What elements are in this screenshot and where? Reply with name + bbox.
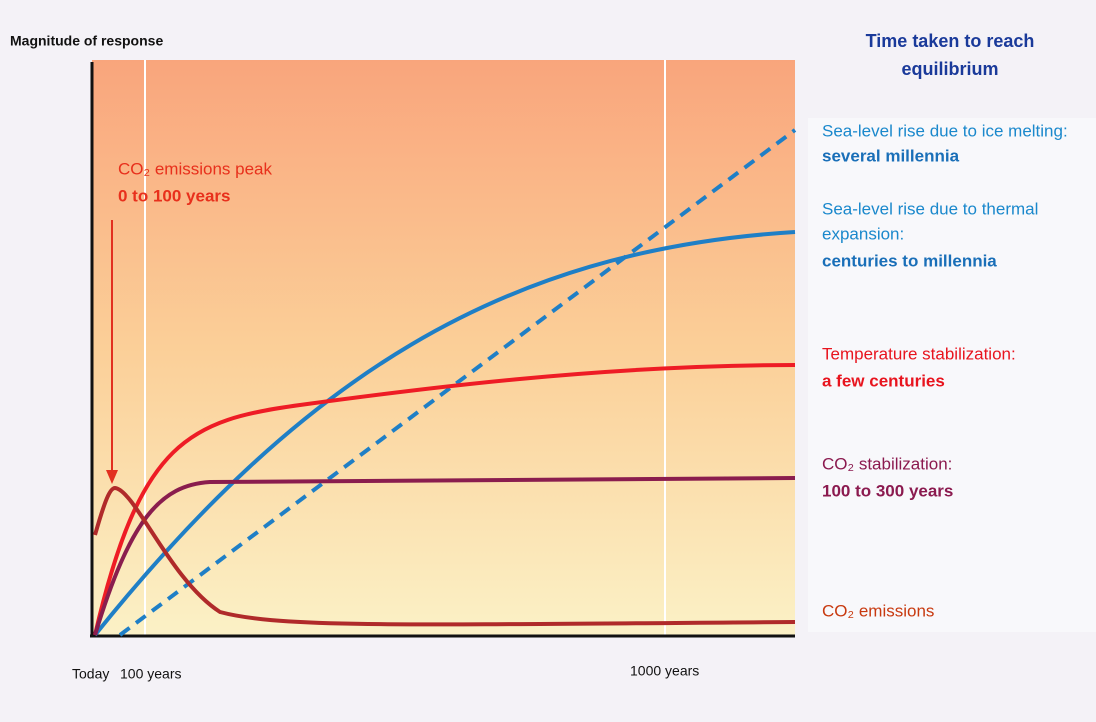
plot-area xyxy=(92,60,795,635)
panel-title: equilibrium xyxy=(901,59,998,79)
ice-melting-curve xyxy=(118,128,797,637)
legend-detail: several millennia xyxy=(822,146,960,165)
legend-detail: a few centuries xyxy=(822,371,945,390)
legend-label: expansion: xyxy=(822,224,904,243)
temperature-curve xyxy=(93,363,796,636)
x-label: 100 years xyxy=(120,666,181,682)
annotation-label: CO₂ emissions peak xyxy=(118,159,272,178)
x-label: Today xyxy=(72,666,109,682)
y-axis-label: Magnitude of response xyxy=(10,33,163,49)
legend-detail: centuries to millennia xyxy=(822,251,997,270)
co2-stabilization-curve xyxy=(93,476,796,636)
thermal-expansion-curve xyxy=(93,230,796,637)
peak-arrowhead xyxy=(106,470,118,484)
annotation-detail: 0 to 100 years xyxy=(118,186,230,205)
legend-label: Temperature stabilization: xyxy=(822,344,1016,363)
legend-detail: 100 to 300 years xyxy=(822,481,953,500)
x-label: 1000 years xyxy=(630,663,699,679)
legend-label: Sea-level rise due to thermal xyxy=(822,199,1038,218)
legend-label: Sea-level rise due to ice melting: xyxy=(822,121,1068,140)
co2-emissions-curve xyxy=(93,485,796,627)
legend-label: CO₂ emissions xyxy=(822,601,934,620)
legend-panel xyxy=(808,118,1096,632)
legend-label: CO₂ stabilization: xyxy=(822,454,952,473)
panel-title: Time taken to reach xyxy=(866,31,1035,51)
